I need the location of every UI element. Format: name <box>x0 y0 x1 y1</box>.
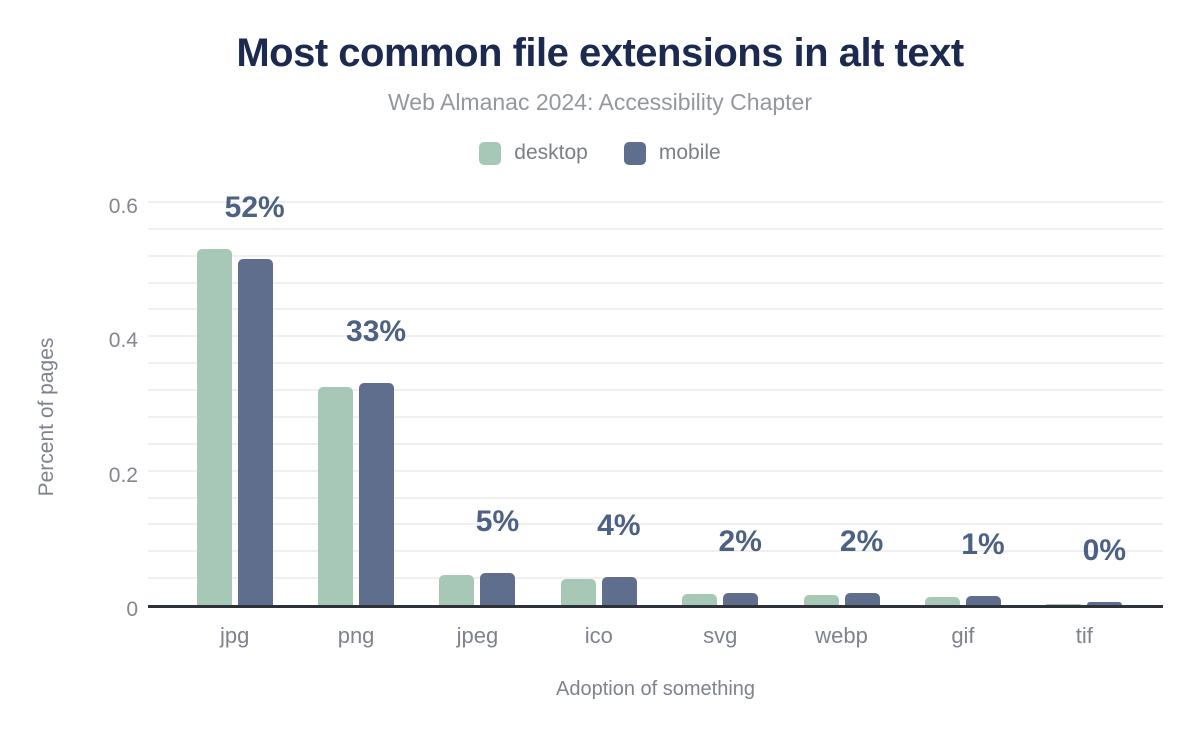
legend-label-mobile: mobile <box>658 141 721 164</box>
gridline <box>148 523 1163 526</box>
category-cell-tif: 0% tif <box>1024 205 1145 648</box>
x-axis-title: Adoption of something <box>555 678 756 700</box>
y-tick-label: 0 <box>126 598 138 621</box>
x-label-svg: svg <box>703 623 738 648</box>
value-label-jpeg: 5% <box>475 504 520 538</box>
x-label-ico: ico <box>584 623 613 648</box>
category-cell-jpeg: 5% jpeg <box>417 205 538 648</box>
y-tick-label: 0.6 <box>108 195 138 218</box>
category-cell-gif: 1% gif <box>902 205 1023 648</box>
y-tick-label: 0.2 <box>108 463 138 487</box>
bar-mobile-jpg[interactable] <box>237 259 273 605</box>
bar-mobile-svg[interactable] <box>723 592 759 605</box>
chart-subtitle: Web Almanac 2024: Accessibility Chapter <box>387 89 813 115</box>
bar-pair-jpg <box>196 249 273 605</box>
gridline <box>148 415 1163 418</box>
value-label-gif: 1% <box>961 528 1005 562</box>
category-cell-svg: 2% svg <box>660 205 781 648</box>
y-axis-title: Percent of pages <box>35 337 58 497</box>
bar-pair-png <box>318 383 395 605</box>
bar-mobile-gif[interactable] <box>965 596 1001 605</box>
bar-desktop-tif[interactable] <box>1046 604 1082 605</box>
value-label-jpg: 52% <box>224 191 285 225</box>
gridline <box>148 389 1163 392</box>
value-label-svg: 2% <box>718 524 762 558</box>
bar-desktop-svg[interactable] <box>682 593 718 605</box>
gridline <box>148 308 1163 311</box>
gridline <box>148 577 1163 580</box>
y-tick-label: 0.4 <box>108 329 138 353</box>
legend-label-desktop: desktop <box>514 141 588 164</box>
x-label-jpeg: jpeg <box>456 623 499 648</box>
plot-area: 52% jpg 33% png 5% jpeg 4% ico 2% svg 2% webp 1% gif 0… <box>148 193 1163 648</box>
gridline <box>148 201 1163 203</box>
category-cells: 52% jpg 33% png 5% jpeg 4% ico 2% svg 2% webp 1% gif 0… <box>148 193 1163 648</box>
bar-mobile-jpeg[interactable] <box>480 572 516 605</box>
value-label-png: 33% <box>346 315 407 349</box>
legend-item-mobile[interactable]: mobile <box>623 141 721 165</box>
category-cell-png: 33% png <box>295 205 416 648</box>
gridline <box>148 362 1163 365</box>
legend: desktop mobile <box>0 141 1200 165</box>
bar-desktop-jpeg[interactable] <box>439 574 475 605</box>
bar-desktop-gif[interactable] <box>924 596 960 605</box>
legend-swatch-desktop-icon <box>479 141 502 165</box>
gridline <box>148 254 1163 257</box>
x-label-webp: webp <box>815 623 868 648</box>
gridline <box>148 496 1163 499</box>
bar-pair-webp <box>803 592 880 605</box>
gridline <box>148 227 1163 230</box>
x-label-jpg: jpg <box>220 623 250 648</box>
gridline <box>148 469 1163 472</box>
bar-desktop-ico[interactable] <box>560 579 596 605</box>
bar-pair-ico <box>560 576 637 605</box>
value-label-tif: 0% <box>1082 534 1126 568</box>
bar-desktop-webp[interactable] <box>803 594 839 605</box>
x-label-tif: tif <box>1075 623 1093 648</box>
value-label-webp: 2% <box>839 524 884 558</box>
bar-pair-tif <box>1046 602 1123 605</box>
value-label-ico: 4% <box>597 508 641 542</box>
chart-title: Most common file extensions in alt text <box>236 31 964 75</box>
bar-pair-gif <box>924 596 1001 605</box>
bar-mobile-webp[interactable] <box>844 592 880 605</box>
bar-mobile-tif[interactable] <box>1087 602 1123 605</box>
bar-pair-jpeg <box>439 572 516 605</box>
gridline <box>148 550 1163 553</box>
category-cell-webp: 2% webp <box>781 205 902 648</box>
bar-mobile-png[interactable] <box>359 383 395 605</box>
x-label-png: png <box>337 623 375 648</box>
bar-desktop-jpg[interactable] <box>196 249 232 605</box>
gridline <box>148 281 1163 284</box>
x-label-gif: gif <box>951 623 975 648</box>
gridline <box>148 442 1163 445</box>
legend-swatch-mobile-icon <box>623 141 646 165</box>
bar-mobile-ico[interactable] <box>601 576 637 605</box>
gridline <box>148 335 1163 338</box>
category-cell-ico: 4% ico <box>538 205 659 648</box>
bar-desktop-png[interactable] <box>318 386 354 605</box>
legend-item-desktop[interactable]: desktop <box>479 141 588 165</box>
bar-pair-svg <box>682 592 759 605</box>
category-cell-jpg: 52% jpg <box>174 193 295 648</box>
